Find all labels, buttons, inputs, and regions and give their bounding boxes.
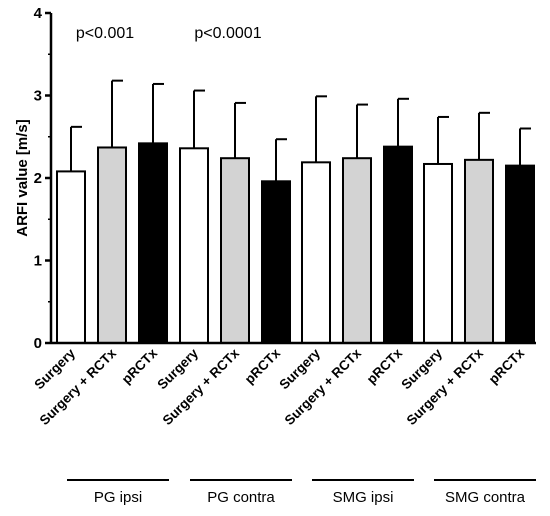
bar <box>179 147 209 344</box>
bar <box>220 157 250 344</box>
bar <box>464 158 494 344</box>
bar <box>301 161 331 344</box>
bar <box>505 164 535 344</box>
group-label: PG ipsi <box>94 489 142 506</box>
y-tick-label: 0 <box>34 335 42 352</box>
group-label: SMG ipsi <box>333 489 394 506</box>
bar <box>261 180 291 344</box>
group-label: SMG contra <box>445 489 526 506</box>
bar <box>138 142 168 344</box>
category-label: pRCTx <box>486 345 528 387</box>
bar <box>342 157 372 344</box>
group-label: PG contra <box>207 489 275 506</box>
category-label: Surgery + RCTx <box>37 345 120 428</box>
bar <box>56 170 86 344</box>
category-label: Surgery + RCTx <box>282 345 365 428</box>
category-label: Surgery + RCTx <box>404 345 487 428</box>
y-tick-label: 2 <box>34 170 42 187</box>
y-axis-label: ARFI value [m/s] <box>14 119 31 237</box>
bar <box>383 145 413 344</box>
bar <box>423 162 453 344</box>
p-value-annotation: p<0.0001 <box>194 25 261 42</box>
y-tick-label: 4 <box>34 5 43 22</box>
y-tick-label: 1 <box>34 253 42 270</box>
y-tick-label: 3 <box>34 88 42 105</box>
bar <box>97 146 127 344</box>
p-value-annotation: p<0.001 <box>76 25 134 42</box>
category-label: Surgery + RCTx <box>160 345 243 428</box>
